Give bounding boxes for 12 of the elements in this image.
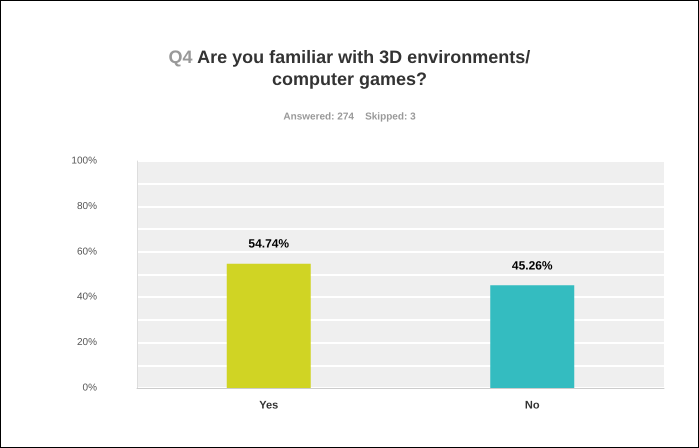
x-tick-label: Yes [259,400,278,412]
y-tick-label: 100% [71,156,98,166]
chart-subtitle: Answered: 274 Skipped: 3 [283,112,416,122]
data-label: 54.74% [248,236,290,251]
x-tick-label: No [524,400,540,412]
y-tick-label: 20% [76,337,98,348]
y-tick-label: 40% [76,292,98,303]
y-tick-label: 0% [82,382,98,394]
y-tick-label: 80% [76,200,98,212]
y-tick-label: 60% [76,246,98,258]
chart-title: Q4 Are you familiar with 3D environments/computer games? [168,47,530,89]
data-label: 45.26% [512,258,553,272]
